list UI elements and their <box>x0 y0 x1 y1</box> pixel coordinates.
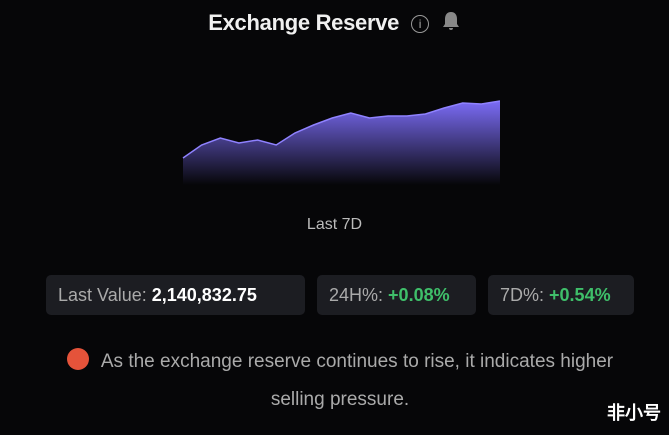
watermark: 非小号 <box>607 399 661 425</box>
title-text: Exchange Reserve <box>208 10 400 35</box>
period-label: Last 7D <box>306 216 363 233</box>
last-value-stat: Last Value: 2,140,832.75 <box>46 275 305 315</box>
last-value-label: Last Value: <box>58 285 147 305</box>
sentiment-message: As the exchange reserve continues to ris… <box>40 343 640 419</box>
bell-icon[interactable] <box>441 10 461 38</box>
message-text: As the exchange reserve continues to ris… <box>100 351 614 410</box>
h24-stat: 24H%: +0.08% <box>317 275 476 315</box>
reserve-chart <box>182 100 500 185</box>
d7-label: 7D%: <box>500 285 545 305</box>
d7-value: +0.54% <box>549 285 611 305</box>
h24-label: 24H%: <box>329 285 384 305</box>
page-title: Exchange Reserve i <box>0 10 669 38</box>
h24-value: +0.08% <box>388 285 450 305</box>
sad-face-icon <box>66 347 89 370</box>
watermark-text: 非小号 <box>607 403 661 423</box>
info-icon[interactable]: i <box>410 15 429 34</box>
chart-area <box>183 101 500 185</box>
chart-line <box>182 100 500 159</box>
last-value: 2,140,832.75 <box>151 285 257 305</box>
d7-stat: 7D%: +0.54% <box>488 275 634 315</box>
